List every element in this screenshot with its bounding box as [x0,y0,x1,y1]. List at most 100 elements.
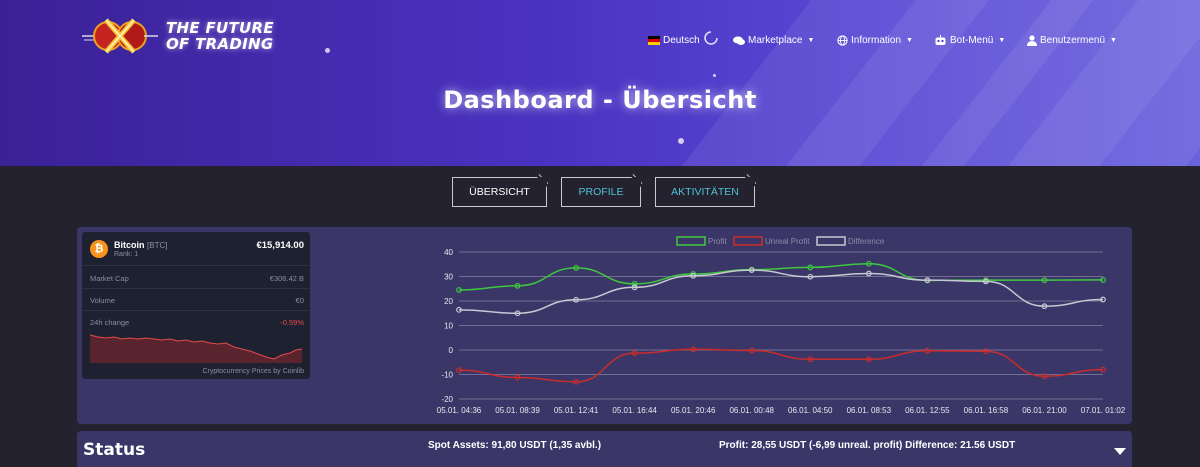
tab-overview[interactable]: ÜBERSICHT [452,177,547,207]
series-group [456,267,1106,317]
data-point [865,356,872,363]
logo-emblem-icon [82,18,158,54]
series-line [458,263,1104,291]
x-tick-label: 05.01. 12:41 [554,406,599,415]
tab-activities[interactable]: AKTIVITÄTEN [655,177,755,207]
data-point [456,306,462,313]
x-tick-label: 06.01. 21:00 [1022,406,1067,415]
data-point [631,280,638,287]
chevron-down-icon: ▼ [998,37,1006,44]
legend-swatch [733,236,763,246]
volume-value: €0 [295,296,304,305]
change-value: -0.59% [280,318,304,327]
nav-user-menu-label: Benutzermenü [1040,35,1106,46]
data-point [573,378,579,385]
data-point [748,347,755,354]
status-bar: Status Spot Assets: 91,80 USDT (1,35 avb… [77,431,1132,467]
series-line [458,348,1104,383]
data-point [1100,277,1106,283]
data-point [1041,303,1048,310]
nav-language-label: Deutsch [663,35,700,46]
tab-activities-label: AKTIVITÄTEN [671,186,739,198]
tab-overview-label: ÜBERSICHT [469,186,530,198]
x-tick-label: 06.01. 16:58 [964,406,1009,415]
data-point [1041,277,1048,284]
nav-marketplace-label: Marketplace [748,35,803,46]
volume-label: Volume [90,296,116,305]
coin-price-widget: ₿ Bitcoin [BTC] Rank: 1 €15,914.00 Marke… [82,232,310,379]
expand-toggle-icon[interactable] [1114,448,1126,455]
x-tick-label: 06.01. 08:53 [847,406,892,415]
robot-icon [935,35,946,45]
legend-label: Unreal Profit [765,237,810,246]
user-icon [1027,35,1037,46]
data-point [748,267,755,274]
tab-profile[interactable]: PROFILE [561,177,641,207]
series-group [456,346,1106,385]
data-point [865,270,872,277]
hero-decor-dot [678,138,684,144]
data-point [573,296,579,303]
x-tick-label: 06.01. 12:55 [905,406,950,415]
market-cap-label: Market Cap [90,274,129,283]
tab-profile-label: PROFILE [578,186,624,198]
chevron-down-icon: ▼ [807,37,815,44]
coin-rank: Rank: 1 [114,251,139,258]
brand-logo[interactable]: THE FUTURE OF TRADING [82,14,302,60]
coin-name[interactable]: Bitcoin [BTC] [114,240,167,250]
chat-icon [733,36,745,45]
logo-line-2: OF TRADING [166,35,274,53]
x-tick-label: 05.01. 04:36 [437,406,482,415]
x-tick-label: 07.01. 01:02 [1081,406,1126,415]
globe-icon [837,35,848,46]
data-point [690,272,697,279]
page-title: Dashboard - Übersicht [443,86,757,114]
x-tick-label: 06.01. 04:50 [788,406,833,415]
y-tick-label: 10 [444,322,453,331]
data-point [514,282,521,289]
change-row: 24h change -0.59% [82,311,310,333]
data-point [807,356,814,363]
profit-line-chart: Profit Unreal Profit Difference -20 -10 0 10 2… [437,236,1126,415]
y-tick-label: -10 [441,371,453,380]
data-point [807,264,814,271]
status-title: Status [83,440,146,460]
nav-language[interactable]: Deutsch [648,35,700,46]
legend-swatch [816,236,846,246]
x-tick-label: 06.01. 00:48 [729,406,774,415]
y-tick-label: -20 [441,395,453,404]
y-tick-label: 0 [449,346,454,355]
legend-item[interactable]: Unreal Profit [733,236,810,246]
hero-decor-dot [325,48,330,53]
nav-marketplace[interactable]: Marketplace ▼ [733,35,814,46]
data-point [690,346,697,353]
header-hero: THE FUTURE OF TRADING Deutsch Marketplac… [0,0,1200,166]
nav-bot-menu-label: Bot-Menü [950,35,994,46]
data-point [456,367,462,373]
nav-information-label: Information [851,35,902,46]
data-point [983,278,989,285]
spot-assets-text: Spot Assets: 91,80 USDT (1,35 avbl.) [428,440,602,451]
loading-spinner-icon [704,31,718,45]
logo-line-1: THE FUTURE [166,19,274,37]
hero-decor-dot [713,74,716,77]
widget-header: ₿ Bitcoin [BTC] Rank: 1 €15,914.00 [82,232,310,266]
nav-bot-menu[interactable]: Bot-Menü ▼ [934,35,1005,46]
legend-item[interactable]: Profit [676,236,727,246]
market-cap-row: Market Cap €306.42 B [82,267,310,289]
x-tick-label: 05.01. 08:39 [495,406,540,415]
series-line [458,269,1104,315]
legend-item[interactable]: Difference [816,236,885,246]
profit-summary-text: Profit: 28,55 USDT (-6,99 unreal. profit… [719,440,1016,451]
widget-footer[interactable]: Cryptocurrency Prices by Coinlib [202,368,304,375]
x-tick-label: 05.01. 16:44 [612,406,657,415]
german-flag-icon [648,36,660,45]
data-point [514,310,521,317]
logo-wordmark: THE FUTURE OF TRADING [166,20,274,52]
nav-information[interactable]: Information ▼ [837,35,913,46]
chevron-down-icon: ▼ [906,37,913,44]
data-point [924,277,931,284]
data-point [573,265,579,271]
nav-user-menu[interactable]: Benutzermenü ▼ [1027,35,1117,46]
data-point [924,347,931,354]
